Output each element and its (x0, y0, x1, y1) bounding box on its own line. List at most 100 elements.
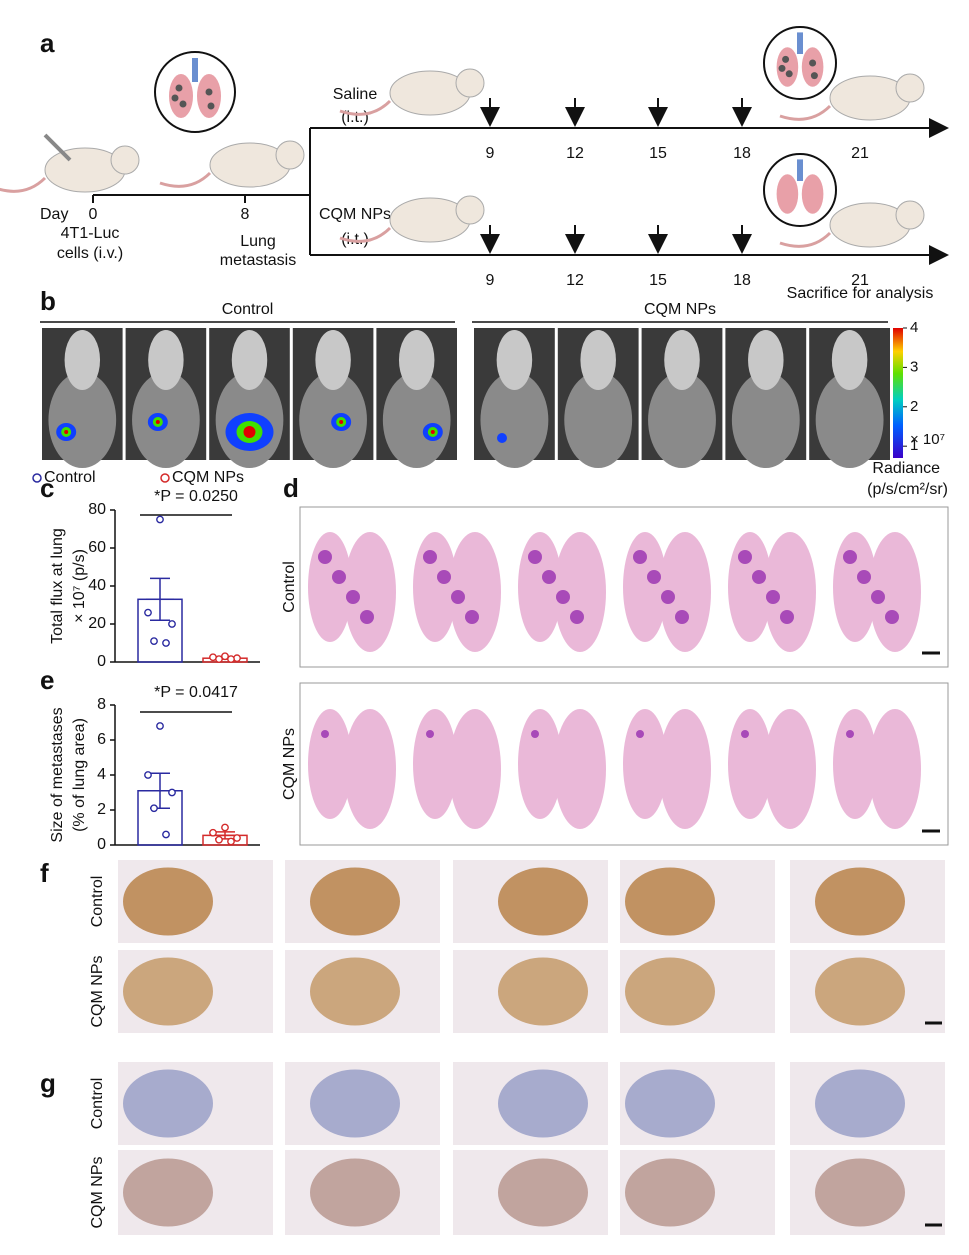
row-label: CQM NPs (89, 956, 106, 1028)
lung-section (764, 709, 816, 829)
mouse-head (110, 145, 140, 175)
nodule (528, 550, 542, 564)
nodule (661, 590, 675, 604)
nodule (741, 730, 749, 738)
text: 4T1-Luc (61, 225, 120, 242)
mouse-tail (0, 176, 47, 193)
y-tick-label: 4 (97, 766, 106, 783)
y-tick-label: 0 (97, 653, 106, 670)
metastasis-dot (810, 72, 818, 80)
tissue-region (310, 1069, 400, 1138)
lung-section (308, 709, 352, 819)
nodule (738, 550, 752, 564)
y-tick-label: 40 (88, 577, 106, 594)
lung-section (413, 709, 457, 819)
text: *P = 0.0250 (154, 488, 238, 505)
mouse-tail (339, 99, 392, 116)
text: 15 (649, 272, 667, 289)
nodule (451, 590, 465, 604)
y-axis-label: Size of metastases (49, 707, 66, 842)
row-label: Control (89, 876, 106, 928)
text: a (40, 28, 55, 58)
lung-section (449, 709, 501, 829)
tissue-region (498, 957, 588, 1026)
tissue-region (625, 867, 715, 936)
mouse-head (148, 330, 184, 390)
mouse-tail (159, 171, 212, 188)
tissue-region (498, 1158, 588, 1227)
data-point (150, 637, 158, 645)
text: e (40, 665, 54, 695)
mouse-head (231, 330, 268, 390)
data-point (215, 655, 223, 664)
data-point (168, 620, 176, 628)
lung-section (554, 709, 606, 829)
data-point (144, 771, 152, 779)
text: Lung (240, 233, 276, 250)
lung (776, 174, 799, 214)
colorbar-label: 3 (910, 358, 918, 375)
metastasis-dot (782, 55, 790, 63)
metastasis-dot (179, 100, 187, 108)
nodule (465, 610, 479, 624)
y-tick-label: 20 (88, 615, 106, 632)
signal (430, 430, 435, 434)
colorbar (893, 328, 903, 458)
lung (197, 74, 221, 118)
y-axis-label: (% of lung area) (71, 718, 88, 832)
mouse-head (895, 73, 925, 103)
metastasis-dot (778, 64, 786, 72)
nodule (846, 730, 854, 738)
lung-section (449, 532, 501, 652)
trachea (192, 58, 198, 82)
y-axis-label: × 10⁷ (p/s) (71, 549, 88, 623)
text: b (40, 286, 56, 316)
mouse-body (731, 372, 800, 468)
nodule (857, 570, 871, 584)
text: Control (222, 301, 274, 318)
legend-label: CQM NPs (172, 469, 244, 486)
tissue-region (815, 1158, 905, 1227)
nodule (636, 730, 644, 738)
text: 21 (851, 272, 869, 289)
y-axis-label: Total flux at lung (49, 528, 66, 644)
row-label: Control (281, 561, 298, 613)
mouse-tail (779, 104, 832, 121)
lung (169, 74, 193, 118)
lung-section (659, 532, 711, 652)
nodule (633, 550, 647, 564)
nodule (570, 610, 584, 624)
legend-marker (32, 473, 42, 483)
lung-section (554, 532, 606, 652)
signal (339, 420, 344, 424)
legend-marker (160, 473, 170, 483)
text: CQM NPs (644, 301, 716, 318)
signal (64, 430, 69, 434)
data-point (144, 608, 152, 617)
nodule (318, 550, 332, 564)
text: g (40, 1068, 56, 1098)
data-point (215, 835, 223, 844)
data-point (221, 652, 229, 661)
text: 12 (566, 272, 584, 289)
error-bar (146, 772, 174, 809)
metastasis-dot (171, 94, 179, 102)
row-label: Control (89, 1078, 106, 1130)
mouse-body (815, 372, 884, 468)
lung-section (869, 532, 921, 652)
mouse-head (275, 140, 305, 170)
tissue-region (498, 1069, 588, 1138)
text: d (283, 473, 299, 503)
tissue-region (123, 1069, 213, 1138)
nodule (843, 550, 857, 564)
y-tick-label: 2 (97, 801, 106, 818)
nodule (871, 590, 885, 604)
nodule (437, 570, 451, 584)
tissue-region (123, 957, 213, 1026)
text: 18 (733, 145, 751, 162)
mouse-head (64, 330, 101, 390)
syringe (43, 133, 72, 162)
metastasis-dot (175, 84, 183, 92)
nodule (542, 570, 556, 584)
